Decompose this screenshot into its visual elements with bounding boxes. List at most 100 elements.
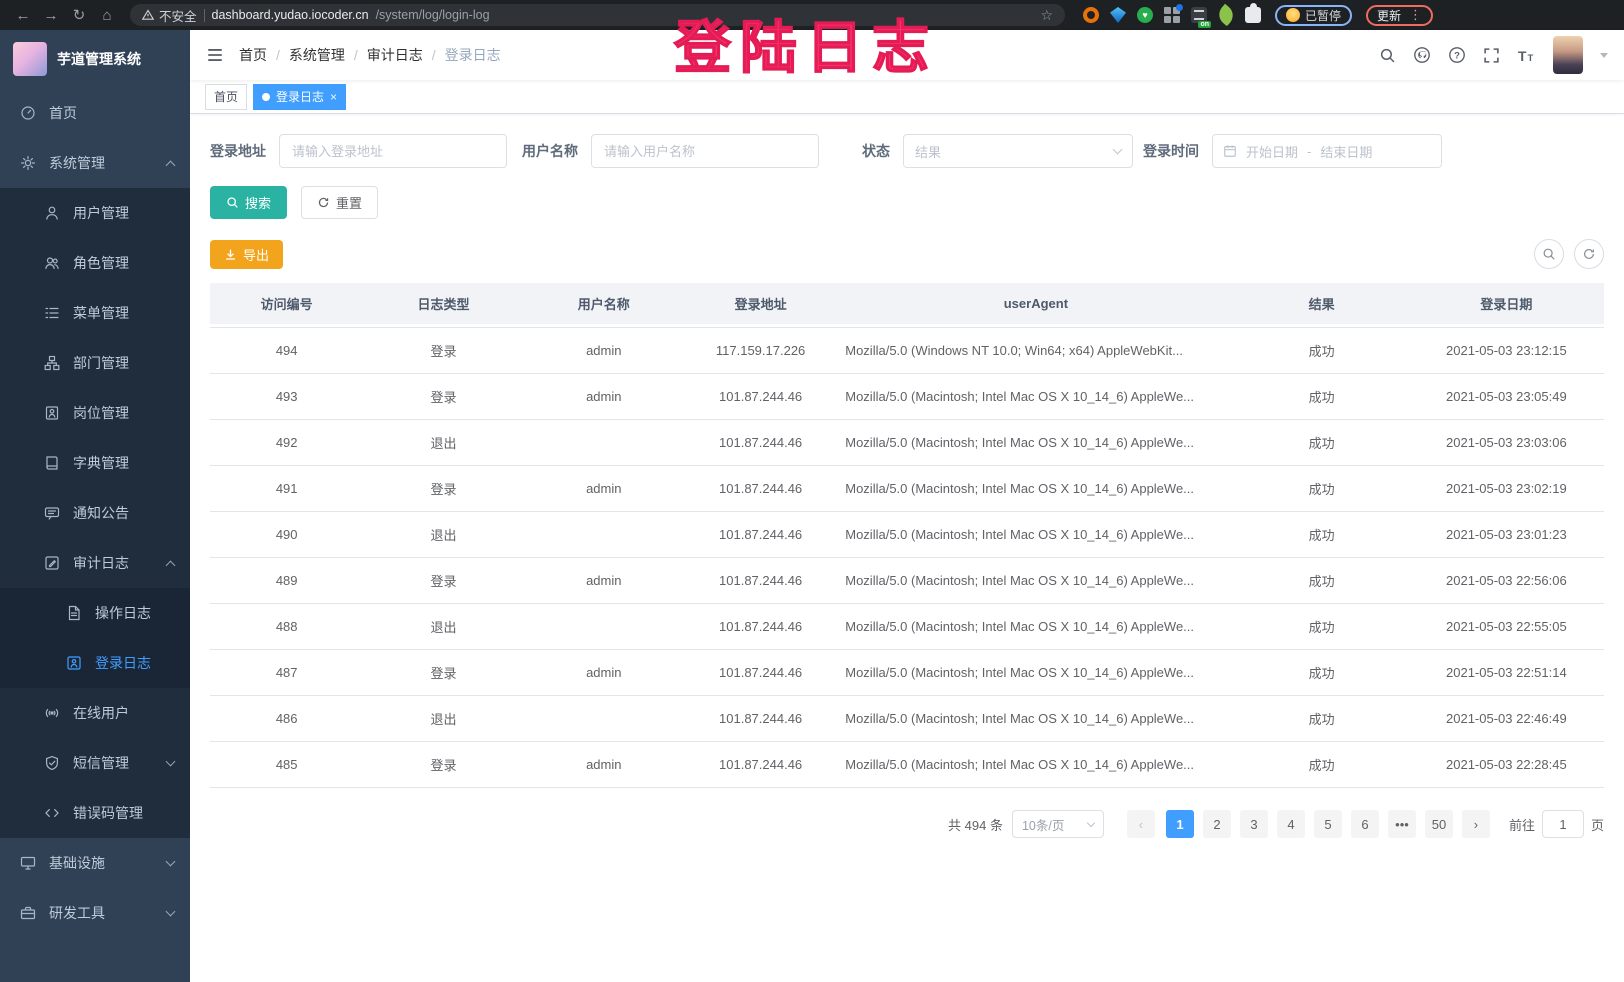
chevron-down-icon bbox=[165, 906, 176, 917]
page-button-3[interactable]: 3 bbox=[1239, 810, 1268, 838]
login-time-range-picker[interactable]: 开始日期 - 结束日期 bbox=[1212, 134, 1442, 168]
column-header: userAgent bbox=[1003, 296, 1069, 311]
help-icon[interactable]: ? bbox=[1448, 46, 1466, 64]
sidebar-logo-row[interactable]: 芋道管理系统 bbox=[0, 30, 190, 88]
browser-menu-icon[interactable]: ⋮ bbox=[1409, 7, 1423, 22]
sidebar-item-post-management[interactable]: 岗位管理 bbox=[0, 388, 190, 438]
page-button-5[interactable]: 5 bbox=[1313, 810, 1342, 838]
user-avatar[interactable] bbox=[1553, 36, 1583, 74]
login-address-input[interactable] bbox=[279, 134, 507, 168]
table-cell: 成功 bbox=[1308, 482, 1335, 497]
breadcrumb-audit[interactable]: 审计日志 bbox=[366, 47, 423, 63]
hamburger-icon[interactable] bbox=[206, 46, 224, 64]
table-cell bbox=[524, 614, 684, 640]
search-icon[interactable] bbox=[1379, 47, 1396, 64]
extensions-puzzle-icon[interactable] bbox=[1245, 3, 1261, 23]
extension-sprout-icon[interactable] bbox=[1214, 3, 1238, 27]
table-cell: 成功 bbox=[1308, 390, 1335, 405]
status-select[interactable]: 结果 bbox=[903, 134, 1133, 168]
sidebar-item-system-management[interactable]: 系统管理 bbox=[0, 138, 190, 188]
chevron-down-icon bbox=[1086, 818, 1096, 828]
sidebar-item-label: 用户管理 bbox=[73, 205, 129, 221]
sidebar-item-dev-tools[interactable]: 研发工具 bbox=[0, 888, 190, 938]
github-icon[interactable] bbox=[1413, 46, 1431, 64]
breadcrumb-system[interactable]: 系统管理 bbox=[288, 47, 345, 63]
forward-icon[interactable]: → bbox=[43, 6, 59, 24]
table-cell: Mozilla/5.0 (Macintosh; Intel Mac OS X 1… bbox=[845, 527, 1195, 542]
breadcrumb-home[interactable]: 首页 bbox=[239, 47, 267, 63]
table-cell: 2021-05-03 22:46:49 bbox=[1446, 711, 1567, 726]
next-page-button[interactable]: › bbox=[1461, 810, 1490, 838]
extension-ring-icon[interactable] bbox=[1083, 7, 1099, 23]
fullscreen-icon[interactable] bbox=[1483, 47, 1500, 64]
table-cell: 登录 bbox=[430, 344, 457, 359]
download-icon bbox=[226, 249, 235, 260]
export-button[interactable]: 导出 bbox=[210, 239, 284, 269]
username-input[interactable] bbox=[591, 134, 819, 168]
toggle-search-button[interactable] bbox=[1534, 239, 1564, 269]
table-row: 494 登录 admin 117.159.17.226 Mozilla/5.0 (Win… bbox=[210, 327, 1604, 374]
column-header: 结果 bbox=[1308, 297, 1335, 312]
table-row: 485 登录 admin 101.87.244.46 Mozilla/5.0 (Maci… bbox=[210, 742, 1604, 788]
sidebar-item-error-code-management[interactable]: 错误码管理 bbox=[0, 788, 190, 838]
avatar-caret-icon[interactable] bbox=[1600, 52, 1608, 58]
paused-badge[interactable]: 已暂停 bbox=[1275, 4, 1353, 26]
address-bar[interactable]: 不安全 dashboard.yudao.iocoder.cn/system/lo… bbox=[130, 4, 1065, 26]
page-button-2[interactable]: 2 bbox=[1202, 810, 1231, 838]
sidebar-item-home[interactable]: 首页 bbox=[0, 88, 190, 138]
tampermonkey-icon[interactable]: on bbox=[1191, 7, 1211, 28]
search-button[interactable]: 搜索 bbox=[210, 186, 288, 219]
sidebar-item-label: 错误码管理 bbox=[73, 805, 143, 821]
sidebar-item-sms-management[interactable]: 短信管理 bbox=[0, 738, 190, 788]
extension-heart-icon[interactable]: ♥ bbox=[1137, 7, 1153, 23]
home-icon[interactable]: ⌂ bbox=[102, 6, 112, 24]
tag-home[interactable]: 首页 bbox=[205, 83, 248, 110]
chevron-down-icon bbox=[165, 756, 176, 767]
sidebar-item-role-management[interactable]: 角色管理 bbox=[0, 238, 190, 288]
page-button-6[interactable]: 6 bbox=[1350, 810, 1379, 838]
extension-grid-icon[interactable] bbox=[1164, 4, 1183, 23]
sidebar-item-login-log[interactable]: 登录日志 bbox=[0, 638, 190, 688]
table-cell bbox=[524, 522, 684, 548]
table-cell: 101.87.244.46 bbox=[719, 573, 803, 588]
sidebar-item-online-users[interactable]: 在线用户 bbox=[0, 688, 190, 738]
update-button[interactable]: 更新 ⋮ bbox=[1366, 4, 1434, 26]
sidebar-item-notice[interactable]: 通知公告 bbox=[0, 488, 190, 538]
reset-button[interactable]: 重置 bbox=[301, 186, 379, 219]
back-icon[interactable]: ← bbox=[15, 6, 31, 24]
page-button-1[interactable]: 1 bbox=[1165, 810, 1194, 838]
sidebar-item-label: 短信管理 bbox=[73, 755, 129, 771]
sidebar-item-dept-management[interactable]: 部门管理 bbox=[0, 338, 190, 388]
column-header: 登录地址 bbox=[734, 297, 787, 312]
goto-page-input[interactable] bbox=[1541, 810, 1584, 838]
sidebar-item-dict-management[interactable]: 字典管理 bbox=[0, 438, 190, 488]
page-button-4[interactable]: 4 bbox=[1276, 810, 1305, 838]
table-cell: 489 bbox=[275, 573, 298, 588]
page-button-50[interactable]: 50 bbox=[1424, 810, 1453, 838]
sidebar-item-audit-log[interactable]: 审计日志 bbox=[0, 538, 190, 588]
page-size-select[interactable]: 10条/页 bbox=[1011, 810, 1104, 838]
emoji-face-icon bbox=[1286, 8, 1300, 22]
extension-gem-icon[interactable] bbox=[1110, 7, 1126, 23]
tag-login-log[interactable]: 登录日志 × bbox=[253, 83, 347, 110]
sidebar-item-infrastructure[interactable]: 基础设施 bbox=[0, 838, 190, 888]
sidebar-item-label: 首页 bbox=[49, 105, 77, 121]
sidebar-item-menu-management[interactable]: 菜单管理 bbox=[0, 288, 190, 338]
reload-icon[interactable]: ↻ bbox=[72, 7, 86, 24]
refresh-icon bbox=[318, 197, 329, 208]
table-cell: 成功 bbox=[1308, 574, 1335, 589]
refresh-table-button[interactable] bbox=[1574, 239, 1604, 269]
table-cell: 117.159.17.226 bbox=[715, 343, 806, 358]
close-tag-icon[interactable]: × bbox=[330, 89, 338, 104]
table-cell: Mozilla/5.0 (Macintosh; Intel Mac OS X 1… bbox=[845, 665, 1195, 680]
security-warning[interactable]: 不安全 bbox=[142, 6, 197, 25]
prev-page-button[interactable]: ‹ bbox=[1126, 810, 1155, 838]
more-pages-button[interactable]: ••• bbox=[1387, 810, 1416, 838]
update-label: 更新 bbox=[1377, 8, 1402, 23]
bookmark-star-icon[interactable]: ☆ bbox=[1040, 6, 1053, 23]
page-content: 登录地址 用户名称 状态 结果 登录时间 开始日期 - 结束日期 bbox=[190, 114, 1624, 982]
sidebar-item-user-management[interactable]: 用户管理 bbox=[0, 188, 190, 238]
svg-text:T: T bbox=[1518, 48, 1527, 63]
sidebar-item-operation-log[interactable]: 操作日志 bbox=[0, 588, 190, 638]
